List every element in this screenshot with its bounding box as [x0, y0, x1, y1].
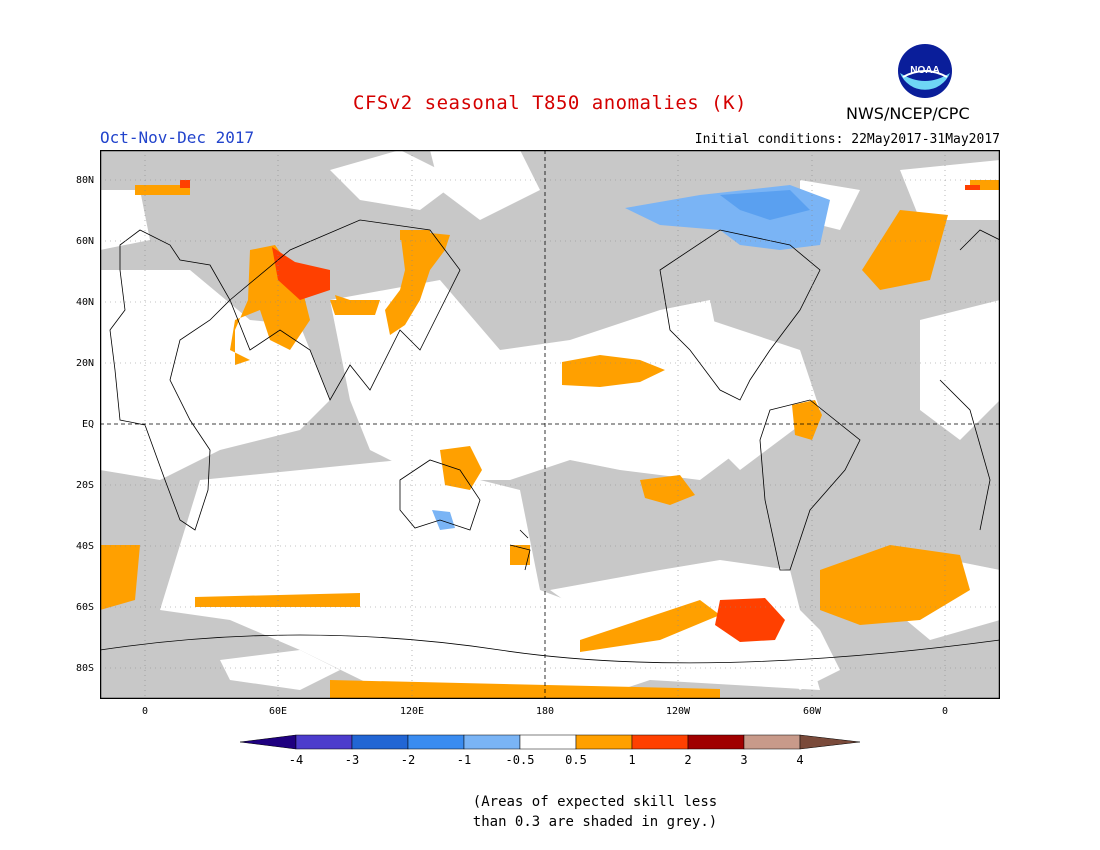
blue-regions [432, 185, 830, 530]
colorbar-arrow-high [799, 734, 861, 750]
colorbar-label: -4 [288, 753, 304, 767]
lat-label-60n: 60N [75, 236, 94, 247]
lon-label-0: 0 [141, 706, 149, 717]
colorbar-label: 3 [740, 753, 748, 767]
colorbar-label: -2 [400, 753, 416, 767]
coastlines [99, 219, 1001, 664]
colorbar-label: 2 [684, 753, 692, 767]
season-label: Oct-Nov-Dec 2017 [100, 128, 255, 147]
colorbar-bin [463, 734, 521, 750]
map-canvas [99, 149, 1001, 710]
colorbar-bin [407, 734, 465, 750]
colorbar-label: -1 [456, 753, 472, 767]
lat-label-40s: 40S [75, 541, 94, 552]
lon-label-120w: 120W [665, 706, 691, 717]
lat-label-60s: 60S [75, 602, 94, 613]
colorbar-arrow-low [240, 734, 297, 750]
noaa-logo: NOAA [898, 44, 952, 98]
colorbar-label: 4 [796, 753, 804, 767]
skill-note-line1: (Areas of expected skill less [472, 794, 718, 810]
colorbar-bin [351, 734, 409, 750]
map-border [99, 149, 1001, 700]
skill-note: (Areas of expected skill less than 0.3 a… [0, 792, 1100, 832]
lat-label-20n: 20N [75, 358, 94, 369]
lon-label-120e: 120E [399, 706, 425, 717]
graticule [100, 150, 1000, 699]
colorbar-label: 0.5 [565, 753, 587, 767]
lat-label-80n: 80N [75, 175, 94, 186]
lat-label-eq: EQ [81, 419, 94, 430]
colorbar-label: 1 [628, 753, 636, 767]
svg-text:NOAA: NOAA [910, 65, 939, 76]
lon-label-180: 180 [535, 706, 555, 717]
map-title: CFSv2 seasonal T850 anomalies (K) [353, 92, 747, 114]
red-regions [180, 180, 980, 642]
initial-conditions: Initial conditions: 22May2017-31May2017 [694, 132, 1000, 147]
lon-label-0-east: 0 [941, 706, 949, 717]
colorbar-bin [575, 734, 633, 750]
lon-label-60e: 60E [268, 706, 288, 717]
lat-label-20s: 20S [75, 480, 94, 491]
skill-note-line2: than 0.3 are shaded in grey.) [472, 814, 718, 830]
colorbar-label: -0.5 [505, 753, 535, 767]
organization-label: NWS/NCEP/CPC [846, 104, 970, 123]
lat-label-40n: 40N [75, 297, 94, 308]
colorbar-bin [687, 734, 745, 750]
anomaly-map [99, 149, 1001, 710]
lat-label-80s: 80S [75, 663, 94, 674]
colorbar-label: -3 [344, 753, 360, 767]
color-scale-bar [240, 734, 861, 750]
colorbar-bin [631, 734, 689, 750]
lon-label-60w: 60W [802, 706, 822, 717]
colorbar-bin [743, 734, 801, 750]
colorbar-bin [295, 734, 353, 750]
colorbar-bin [519, 734, 577, 750]
